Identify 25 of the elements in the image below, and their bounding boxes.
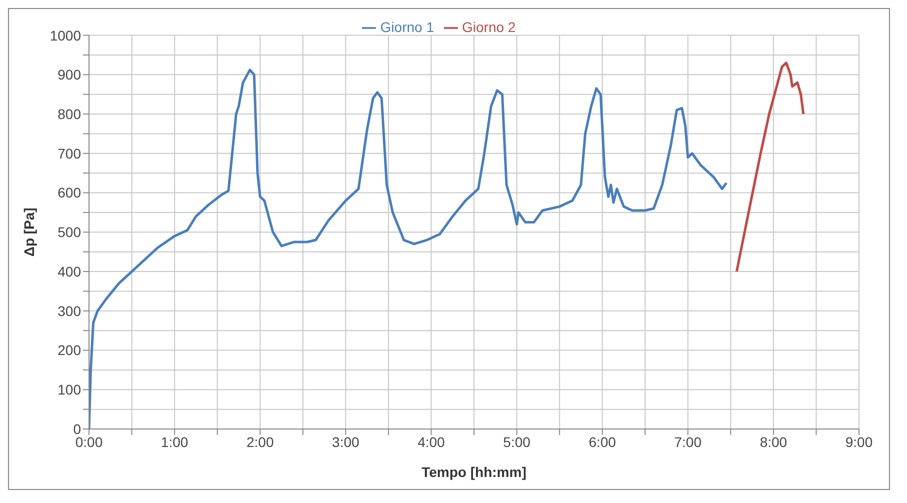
y-tick-label: 700 <box>58 145 82 162</box>
x-tick-label: 3:00 <box>332 434 360 450</box>
y-tick-label: 200 <box>58 342 82 358</box>
x-tick-label: 2:00 <box>246 434 274 450</box>
legend-label: Giorno 1 <box>380 19 434 35</box>
x-tick-label: 8:00 <box>760 434 788 450</box>
y-tick-label: 600 <box>58 184 82 201</box>
x-tick-label: 4:00 <box>418 434 446 450</box>
legend-label: Giorno 2 <box>462 19 516 35</box>
x-tick-label: 6:00 <box>588 434 616 450</box>
y-tick-label: 400 <box>58 263 82 280</box>
x-tick-label: 5:00 <box>503 434 531 450</box>
x-tick-label: 1:00 <box>160 434 188 450</box>
y-tick-label: 900 <box>58 66 82 83</box>
x-axis-title: Tempo [hh:mm] <box>422 464 526 480</box>
x-tick-label: 7:00 <box>674 434 702 450</box>
y-tick-label: 500 <box>58 224 82 240</box>
y-tick-label: 800 <box>58 106 82 122</box>
y-tick-label: 100 <box>58 382 82 398</box>
y-axis-title: Δp [Pa] <box>20 208 37 257</box>
x-tick-label: 9:00 <box>845 434 873 450</box>
y-tick-label: 300 <box>58 302 82 319</box>
y-tick-label: 1000 <box>50 27 82 44</box>
line-series <box>735 62 805 273</box>
line-series <box>89 68 728 429</box>
